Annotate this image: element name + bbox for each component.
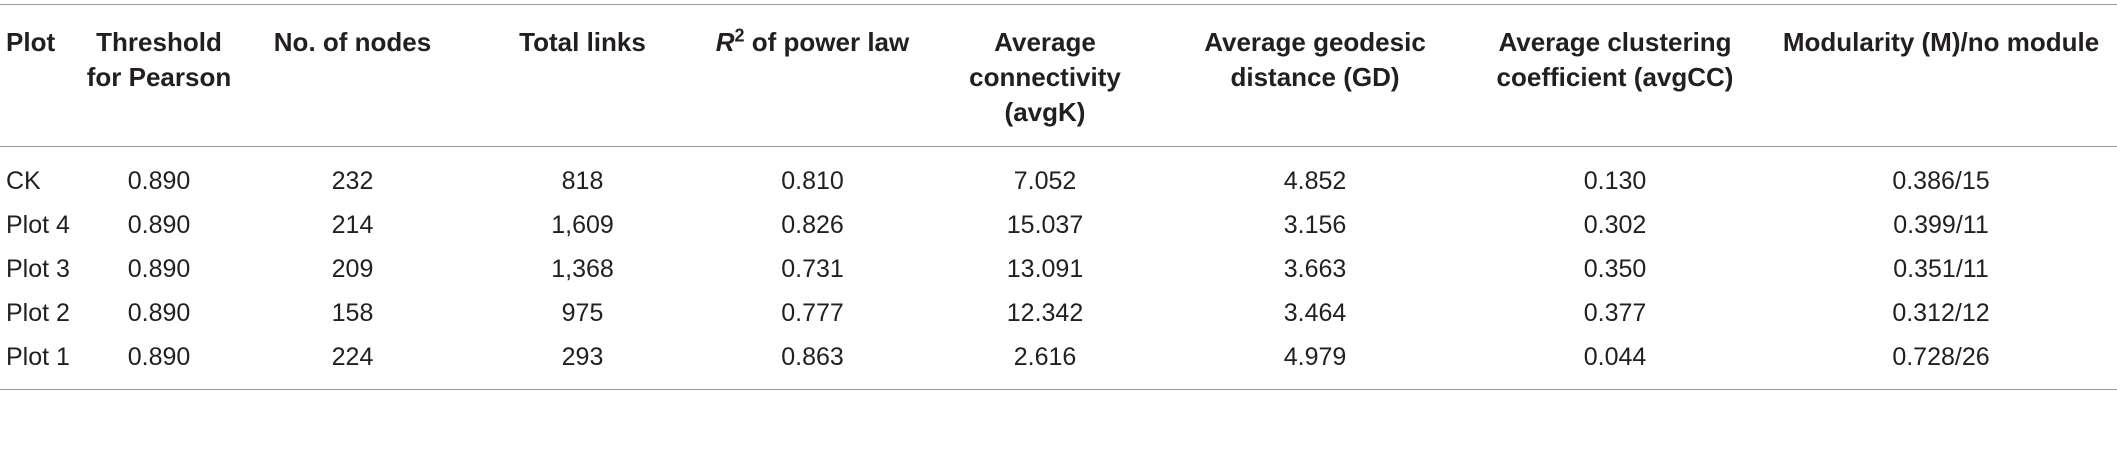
col-header-r2: R2 of power law <box>700 5 925 147</box>
cell-r2: 0.826 <box>781 210 844 239</box>
cell-clustering: 0.302 <box>1583 210 1647 239</box>
r2-header-text: of power law <box>744 27 910 57</box>
cell-geodesic: 4.979 <box>1283 342 1347 371</box>
cell-nodes: 232 <box>331 166 374 195</box>
cell-modularity: 0.312/12 <box>1892 298 1990 327</box>
header-row: Plot Threshold for Pearson No. of nodes … <box>0 4 2117 147</box>
table-row: Plot 4 0.890 214 1,609 0.826 15.037 3.156 0.302… <box>0 203 2117 247</box>
cell-links: 1,609 <box>551 210 614 239</box>
r-symbol: R <box>715 27 735 57</box>
cell-clustering: 0.350 <box>1583 254 1647 283</box>
table-row: Plot 1 0.890 224 293 0.863 2.616 4.979 0.044 0.7… <box>0 335 2117 390</box>
cell-clustering: 0.130 <box>1583 166 1647 195</box>
cell-threshold: 0.890 <box>127 254 191 283</box>
network-properties-table: Plot Threshold for Pearson No. of nodes … <box>0 4 2117 390</box>
cell-r2: 0.731 <box>781 254 844 283</box>
cell-avg-connectivity: 13.091 <box>1006 254 1084 283</box>
cell-plot: Plot 4 <box>6 210 70 239</box>
cell-avg-connectivity: 15.037 <box>1006 210 1084 239</box>
cell-clustering: 0.044 <box>1583 342 1647 371</box>
col-header-plot: Plot <box>6 27 56 57</box>
col-header-nodes: No. of nodes <box>273 27 432 57</box>
cell-plot: Plot 3 <box>6 254 70 283</box>
cell-r2: 0.863 <box>781 342 844 371</box>
cell-plot: CK <box>6 166 41 195</box>
cell-geodesic: 3.663 <box>1283 254 1347 283</box>
cell-modularity: 0.399/11 <box>1893 210 1989 239</box>
cell-r2: 0.810 <box>781 166 844 195</box>
cell-threshold: 0.890 <box>127 342 191 371</box>
col-header-links: Total links <box>519 27 646 57</box>
cell-links: 975 <box>561 298 604 327</box>
cell-modularity: 0.386/15 <box>1892 166 1990 195</box>
table-row: CK 0.890 232 818 0.810 7.052 4.852 0.130 0.386/1… <box>0 147 2117 204</box>
cell-geodesic: 3.156 <box>1283 210 1347 239</box>
col-header-clustering: Average clustering coefficient (avgCC) <box>1496 27 1734 92</box>
cell-threshold: 0.890 <box>127 298 191 327</box>
col-header-modularity: Modularity (M)/no module <box>1782 27 2100 57</box>
cell-plot: Plot 2 <box>6 298 70 327</box>
cell-r2: 0.777 <box>781 298 844 327</box>
cell-geodesic: 4.852 <box>1283 166 1347 195</box>
cell-plot: Plot 1 <box>6 342 70 371</box>
r-superscript: 2 <box>734 25 745 46</box>
cell-avg-connectivity: 7.052 <box>1013 166 1077 195</box>
cell-nodes: 209 <box>331 254 374 283</box>
cell-geodesic: 3.464 <box>1283 298 1347 327</box>
cell-threshold: 0.890 <box>127 210 191 239</box>
cell-nodes: 224 <box>331 342 374 371</box>
cell-modularity: 0.728/26 <box>1892 342 1990 371</box>
cell-nodes: 158 <box>331 298 374 327</box>
cell-clustering: 0.377 <box>1583 298 1647 327</box>
table-row: Plot 2 0.890 158 975 0.777 12.342 3.464 0.377 0.… <box>0 291 2117 335</box>
col-header-geodesic: Average geodesic distance (GD) <box>1204 27 1426 92</box>
cell-links: 1,368 <box>551 254 614 283</box>
cell-modularity: 0.351/11 <box>1893 254 1989 283</box>
cell-avg-connectivity: 12.342 <box>1006 298 1084 327</box>
cell-nodes: 214 <box>331 210 374 239</box>
cell-links: 818 <box>561 166 604 195</box>
cell-avg-connectivity: 2.616 <box>1013 342 1077 371</box>
table-row: Plot 3 0.890 209 1,368 0.731 13.091 3.663 0.350… <box>0 247 2117 291</box>
cell-links: 293 <box>561 342 604 371</box>
col-header-avg-connectivity: Average connectivity (avgK) <box>969 27 1121 127</box>
cell-threshold: 0.890 <box>127 166 191 195</box>
col-header-threshold: Threshold for Pearson <box>86 27 232 92</box>
